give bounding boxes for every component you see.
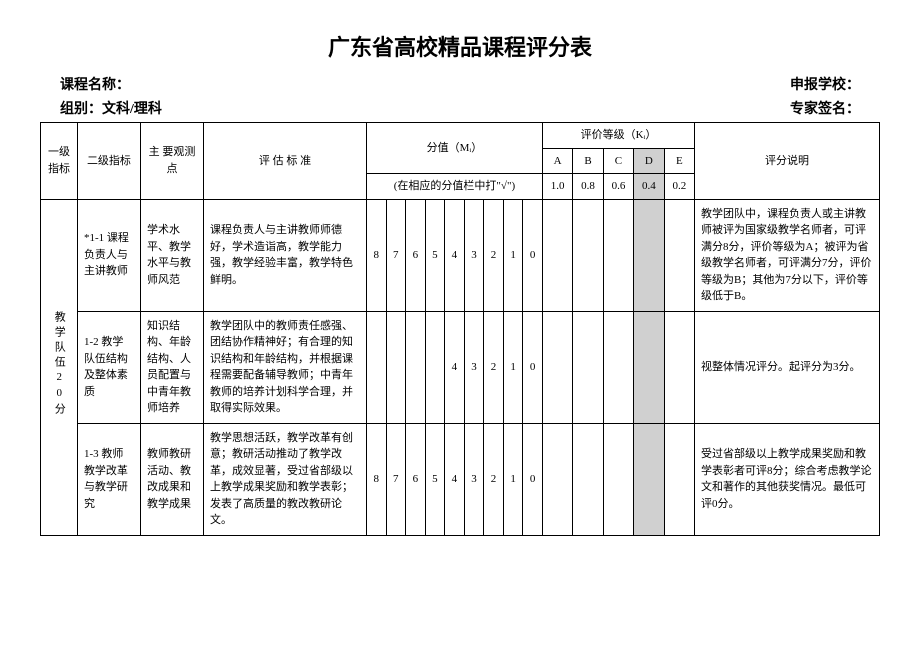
l2-cell: 1-3 教师教学改革与教学研究 (77, 423, 140, 535)
score-cell[interactable]: 3 (464, 311, 484, 423)
std-cell: 课程负责人与主讲教师师德好，学术造诣高，教学能力强，教学经验丰富，教学特色鲜明。 (203, 199, 366, 311)
score-cell[interactable]: 3 (464, 423, 484, 535)
meta-row-2: 组别：文科/理科 专家签名： (40, 98, 880, 118)
score-cell[interactable] (366, 311, 386, 423)
grade-cell[interactable] (603, 199, 633, 311)
std-cell: 教学思想活跃，教学改革有创意；教研活动推动了教学改革，成效显著，受过省部级以上教… (203, 423, 366, 535)
grade-cell[interactable] (573, 199, 603, 311)
grade-cell[interactable] (542, 199, 572, 311)
grade-cell[interactable] (542, 423, 572, 535)
grade-cell[interactable] (573, 423, 603, 535)
meta-row-1: 课程名称： 申报学校： (40, 74, 880, 94)
score-cell[interactable]: 5 (425, 423, 445, 535)
score-cell[interactable]: 2 (484, 423, 504, 535)
group-label: 组别：文科/理科 (60, 98, 162, 118)
score-cell[interactable]: 4 (445, 423, 465, 535)
h-grade-Bv: 0.8 (573, 174, 603, 200)
score-cell[interactable]: 6 (406, 199, 426, 311)
table-row: 1-3 教师教学改革与教学研究 教师教研活动、教改成果和教学成果 教学思想活跃，… (41, 423, 880, 535)
h-grade-C: C (603, 148, 633, 174)
h-grade-B: B (573, 148, 603, 174)
h-std: 评 估 标 准 (203, 123, 366, 200)
grade-cell[interactable] (603, 311, 633, 423)
score-cell[interactable]: 1 (503, 311, 523, 423)
grade-cell[interactable] (603, 423, 633, 535)
h-score-label: 分值（Mᵢ） (370, 140, 539, 157)
grade-cell[interactable] (664, 199, 694, 311)
score-cell[interactable]: 2 (484, 311, 504, 423)
explain-cell: 受过省部级以上教学成果奖励和教学表彰者可评8分；综合考虑教学论文和著作的其他获奖… (695, 423, 880, 535)
h-explain: 评分说明 (695, 123, 880, 200)
expert-label: 专家签名： (790, 98, 860, 118)
score-cell[interactable]: 7 (386, 423, 406, 535)
score-cell[interactable]: 1 (503, 199, 523, 311)
h-grade-A: A (542, 148, 572, 174)
score-table: 一级指标 二级指标 主 要观测点 评 估 标 准 分值（Mᵢ） 评价等级（Kᵢ）… (40, 122, 880, 536)
score-cell[interactable]: 8 (366, 199, 386, 311)
score-cell[interactable]: 6 (406, 423, 426, 535)
score-cell[interactable] (406, 311, 426, 423)
h-grade-Ev: 0.2 (664, 174, 694, 200)
grade-cell[interactable] (664, 311, 694, 423)
score-cell[interactable]: 4 (445, 311, 465, 423)
h-grade: 评价等级（Kᵢ） (542, 123, 694, 149)
table-row: 1-2 教学队伍结构及整体素质 知识结构、年龄结构、人员配置与中青年教师培养 教… (41, 311, 880, 423)
grade-cell[interactable] (573, 311, 603, 423)
h-score: 分值（Mᵢ） (366, 123, 542, 174)
h-grade-Dv: 0.4 (634, 174, 664, 200)
obs-cell: 教师教研活动、教改成果和教学成果 (140, 423, 203, 535)
score-cell[interactable]: 4 (445, 199, 465, 311)
h-grade-E: E (664, 148, 694, 174)
grade-cell[interactable] (634, 199, 664, 311)
school-label: 申报学校： (790, 74, 860, 94)
score-cell[interactable]: 7 (386, 199, 406, 311)
h-l2: 二级指标 (77, 123, 140, 200)
std-cell: 教学团队中的教师责任感强、团结协作精神好；有合理的知识结构和年龄结构，并根据课程… (203, 311, 366, 423)
score-cell[interactable]: 1 (503, 423, 523, 535)
grade-cell[interactable] (634, 311, 664, 423)
score-cell[interactable] (386, 311, 406, 423)
l2-cell: *1-1 课程负责人与主讲教师 (77, 199, 140, 311)
l2-cell: 1-2 教学队伍结构及整体素质 (77, 311, 140, 423)
course-label: 课程名称： (60, 74, 130, 94)
obs-cell: 学术水平、教学水平与教师风范 (140, 199, 203, 311)
table-row: 教学队伍20分 *1-1 课程负责人与主讲教师 学术水平、教学水平与教师风范 课… (41, 199, 880, 311)
h-grade-D: D (634, 148, 664, 174)
score-cell[interactable]: 2 (484, 199, 504, 311)
explain-cell: 视整体情况评分。起评分为3分。 (695, 311, 880, 423)
score-cell[interactable]: 3 (464, 199, 484, 311)
header-row-1: 一级指标 二级指标 主 要观测点 评 估 标 准 分值（Mᵢ） 评价等级（Kᵢ）… (41, 123, 880, 149)
score-cell[interactable]: 8 (366, 423, 386, 535)
score-cell[interactable]: 0 (523, 423, 543, 535)
obs-cell: 知识结构、年龄结构、人员配置与中青年教师培养 (140, 311, 203, 423)
grade-cell[interactable] (542, 311, 572, 423)
l1-text: 教学队伍20分 (51, 311, 68, 418)
h-score-note: (在相应的分值栏中打"√") (366, 174, 542, 200)
score-cell[interactable]: 0 (523, 199, 543, 311)
h-l1: 一级指标 (41, 123, 78, 200)
h-grade-Av: 1.0 (542, 174, 572, 200)
h-grade-Cv: 0.6 (603, 174, 633, 200)
score-cell[interactable]: 0 (523, 311, 543, 423)
score-cell[interactable] (425, 311, 445, 423)
score-cell[interactable]: 5 (425, 199, 445, 311)
explain-cell: 教学团队中，课程负责人或主讲教师被评为国家级教学名师者，可评满分8分，评价等级为… (695, 199, 880, 311)
grade-cell[interactable] (634, 423, 664, 535)
l1-cell: 教学队伍20分 (41, 199, 78, 535)
grade-cell[interactable] (664, 423, 694, 535)
h-obs: 主 要观测点 (140, 123, 203, 200)
page-title: 广东省高校精品课程评分表 (40, 30, 880, 62)
